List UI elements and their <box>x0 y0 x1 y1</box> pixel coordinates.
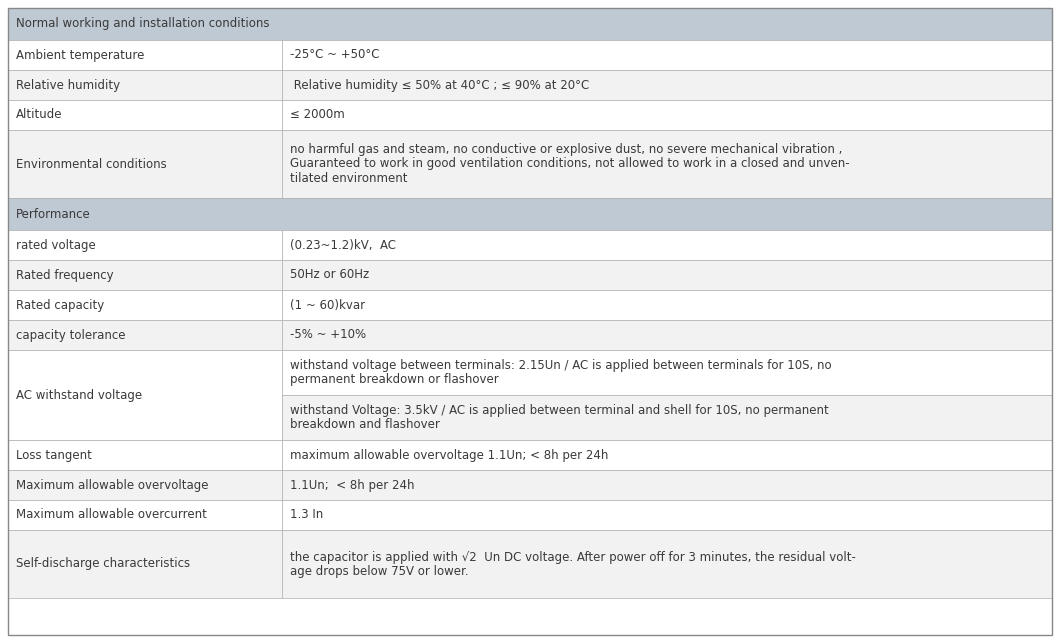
Bar <box>282 530 1052 598</box>
Bar <box>282 395 1052 440</box>
Text: tilated environment: tilated environment <box>289 172 407 185</box>
Text: Guaranteed to work in good ventilation conditions, not allowed to work in a clos: Guaranteed to work in good ventilation c… <box>289 158 849 170</box>
Bar <box>8 350 282 440</box>
Text: Self-discharge characteristics: Self-discharge characteristics <box>16 557 190 570</box>
Text: Normal working and installation conditions: Normal working and installation conditio… <box>16 17 269 30</box>
Text: Environmental conditions: Environmental conditions <box>16 158 166 170</box>
Bar <box>8 40 282 70</box>
Bar <box>282 350 1052 395</box>
Text: Relative humidity: Relative humidity <box>16 78 120 91</box>
Bar <box>8 530 282 598</box>
Text: withstand voltage between terminals: 2.15Un / AC is applied between terminals fo: withstand voltage between terminals: 2.1… <box>289 359 831 372</box>
Bar <box>282 440 1052 470</box>
Bar <box>282 470 1052 500</box>
Bar <box>8 470 282 500</box>
Text: Maximum allowable overcurrent: Maximum allowable overcurrent <box>16 509 207 521</box>
Text: (0.23~1.2)kV,  AC: (0.23~1.2)kV, AC <box>289 239 395 251</box>
Bar <box>282 100 1052 130</box>
Text: (1 ~ 60)kvar: (1 ~ 60)kvar <box>289 298 365 311</box>
Bar <box>8 198 1052 230</box>
Text: Performance: Performance <box>16 208 91 221</box>
Bar <box>282 290 1052 320</box>
Bar <box>282 70 1052 100</box>
Bar <box>282 500 1052 530</box>
Text: Ambient temperature: Ambient temperature <box>16 48 144 62</box>
Text: Rated frequency: Rated frequency <box>16 269 113 282</box>
Bar <box>282 40 1052 70</box>
Bar <box>8 320 282 350</box>
Text: Relative humidity ≤ 50% at 40°C ; ≤ 90% at 20°C: Relative humidity ≤ 50% at 40°C ; ≤ 90% … <box>289 78 588 91</box>
Text: the capacitor is applied with √2  Un DC voltage. After power off for 3 minutes, : the capacitor is applied with √2 Un DC v… <box>289 550 855 563</box>
Text: Maximum allowable overvoltage: Maximum allowable overvoltage <box>16 478 209 491</box>
Text: withstand Voltage: 3.5kV / AC is applied between terminal and shell for 10S, no : withstand Voltage: 3.5kV / AC is applied… <box>289 404 828 417</box>
Bar <box>8 230 282 260</box>
Bar <box>8 440 282 470</box>
Bar <box>282 230 1052 260</box>
Bar <box>8 290 282 320</box>
Text: no harmful gas and steam, no conductive or explosive dust, no severe mechanical : no harmful gas and steam, no conductive … <box>289 143 842 156</box>
Bar <box>8 70 282 100</box>
Text: rated voltage: rated voltage <box>16 239 95 251</box>
Text: -5% ~ +10%: -5% ~ +10% <box>289 329 366 341</box>
Text: permanent breakdown or flashover: permanent breakdown or flashover <box>289 373 498 386</box>
Bar <box>8 260 282 290</box>
Bar <box>8 500 282 530</box>
Bar <box>282 260 1052 290</box>
Bar <box>8 8 1052 40</box>
Text: age drops below 75V or lower.: age drops below 75V or lower. <box>289 565 469 577</box>
Text: breakdown and flashover: breakdown and flashover <box>289 418 440 431</box>
Text: maximum allowable overvoltage 1.1Un; < 8h per 24h: maximum allowable overvoltage 1.1Un; < 8… <box>289 449 607 462</box>
Text: Loss tangent: Loss tangent <box>16 449 92 462</box>
Text: ≤ 2000m: ≤ 2000m <box>289 109 344 122</box>
Text: 50Hz or 60Hz: 50Hz or 60Hz <box>289 269 369 282</box>
Text: Rated capacity: Rated capacity <box>16 298 104 311</box>
Text: 1.1Un;  < 8h per 24h: 1.1Un; < 8h per 24h <box>289 478 414 491</box>
Text: AC withstand voltage: AC withstand voltage <box>16 388 142 401</box>
Text: 1.3 In: 1.3 In <box>289 509 323 521</box>
Bar <box>8 130 282 198</box>
Text: Altitude: Altitude <box>16 109 63 122</box>
Text: -25°C ~ +50°C: -25°C ~ +50°C <box>289 48 379 62</box>
Text: capacity tolerance: capacity tolerance <box>16 329 125 341</box>
Bar <box>282 130 1052 198</box>
Bar <box>8 100 282 130</box>
Bar <box>282 320 1052 350</box>
